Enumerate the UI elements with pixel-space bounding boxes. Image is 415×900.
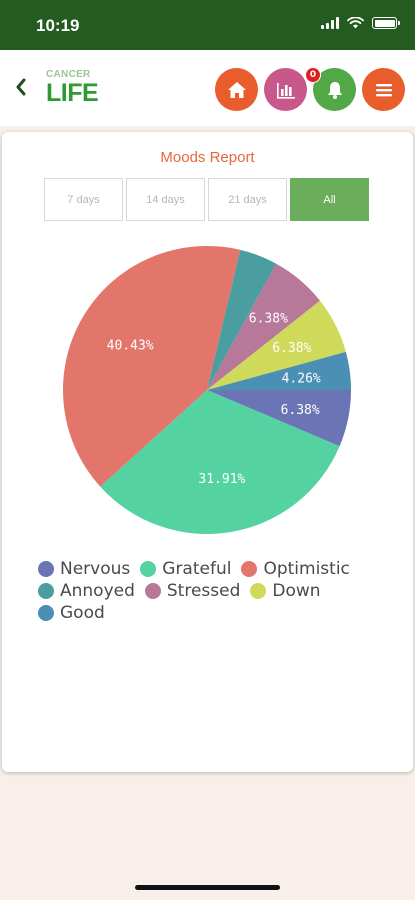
legend-item-nervous[interactable]: Nervous — [38, 559, 130, 579]
legend-label: Nervous — [60, 559, 131, 579]
home-indicator — [135, 885, 280, 890]
pie-label-down: 6.38% — [272, 341, 311, 356]
pie-slice-good — [207, 351, 351, 390]
home-button[interactable] — [215, 68, 258, 111]
reports-button[interactable] — [264, 68, 307, 111]
tab-all[interactable]: All — [290, 178, 369, 221]
pie-slice-grateful — [100, 390, 340, 534]
pie-slice-optimistic — [63, 246, 241, 487]
legend-item-good[interactable]: Good — [38, 603, 105, 623]
tab-14-days[interactable]: 14 days — [126, 178, 205, 221]
legend-label: Optimistic — [263, 559, 350, 579]
status-icons — [321, 17, 400, 29]
legend-label: Grateful — [162, 559, 232, 579]
report-title: Moods Report — [160, 149, 255, 166]
chart-legend: Nervous Grateful Optimistic Annoyed Stressed… — [38, 558, 398, 624]
logo-top-text: CANCER — [46, 69, 91, 80]
legend-swatch — [250, 583, 267, 599]
cancer-life-logo: CANCER LIFE — [46, 69, 99, 110]
pie-slice-stressed — [207, 263, 321, 390]
pie-label-stressed: 6.38% — [249, 311, 288, 326]
chevron-left-icon — [16, 78, 26, 96]
legend-item-down[interactable]: Down — [250, 581, 321, 601]
menu-icon — [375, 83, 392, 96]
legend-swatch — [144, 583, 161, 599]
bell-icon — [327, 81, 342, 99]
legend-swatch — [38, 561, 54, 577]
pie-slice-down — [207, 300, 346, 390]
menu-button[interactable] — [362, 68, 405, 111]
legend-label: Annoyed — [60, 581, 135, 601]
pie-label-optimistic: 40.43% — [107, 339, 154, 354]
signal-icon — [321, 17, 339, 29]
wifi-icon — [347, 17, 364, 29]
logo-bottom-text: LIFE — [46, 79, 99, 107]
app-header: CANCER LIFE — [0, 50, 415, 126]
legend-label: Down — [272, 581, 321, 601]
tab-21-days[interactable]: 21 days — [208, 178, 287, 221]
bar-chart-icon — [276, 82, 295, 99]
legend-swatch — [140, 561, 157, 577]
legend-item-stressed[interactable]: Stressed — [144, 581, 241, 601]
pie-slice-annoyed — [207, 249, 277, 390]
tab-7-days[interactable]: 7 days — [44, 178, 123, 221]
pie-slice-nervous — [207, 390, 351, 447]
status-time: 10:19 — [36, 16, 80, 35]
pie-label-nervous: 6.38% — [281, 403, 320, 418]
moods-report-card: Moods Report 7 days 14 days 21 days All … — [2, 132, 413, 772]
legend-row: Nervous Grateful Optimistic — [38, 558, 398, 580]
legend-label: Stressed — [166, 581, 241, 601]
notification-badge: 0 — [305, 67, 321, 83]
legend-item-annoyed[interactable]: Annoyed — [38, 581, 135, 601]
legend-item-optimistic[interactable]: Optimistic — [241, 559, 350, 579]
legend-row: Annoyed Stressed Down — [38, 580, 398, 602]
legend-swatch — [241, 561, 258, 577]
legend-row: Good — [38, 602, 398, 624]
pie-label-good: 4.26% — [282, 371, 321, 386]
status-bar: 10:19 — [0, 0, 415, 50]
back-button[interactable] — [8, 72, 34, 102]
legend-swatch — [38, 583, 54, 599]
legend-swatch — [38, 605, 54, 621]
home-icon — [227, 81, 246, 98]
legend-label: Good — [60, 603, 105, 623]
pie-label-grateful: 31.91% — [198, 472, 245, 487]
legend-item-grateful[interactable]: Grateful — [140, 559, 231, 579]
battery-icon — [372, 17, 400, 29]
moods-pie-chart: 6.38% 31.91% 40.43% 6.38% 6.38% 4.26% — [63, 246, 351, 534]
